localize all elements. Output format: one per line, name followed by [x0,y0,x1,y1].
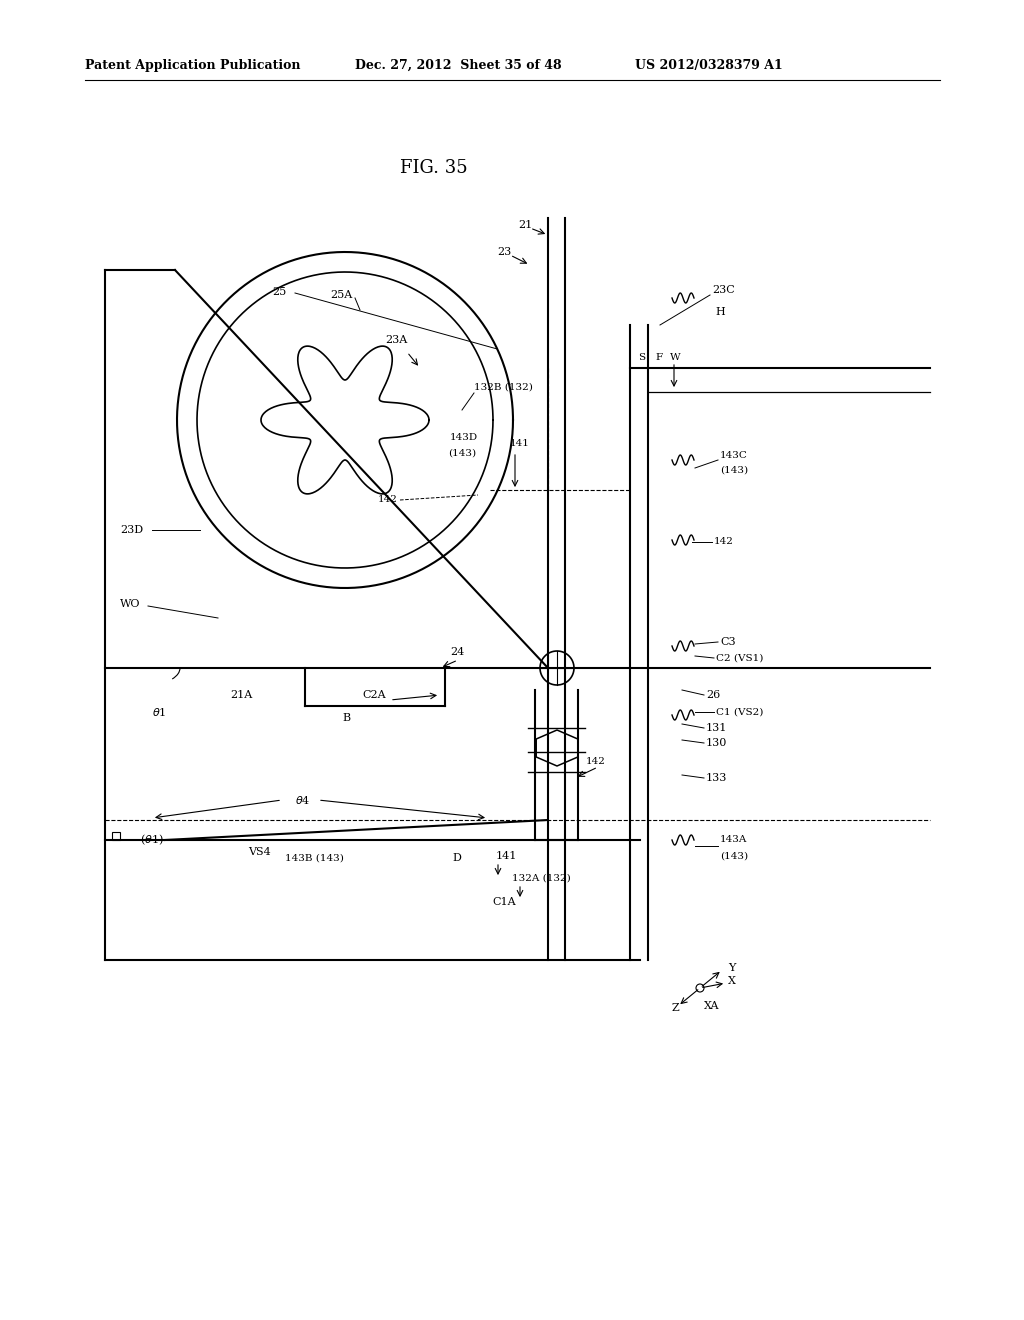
Text: C2 (VS1): C2 (VS1) [716,653,763,663]
Text: $\theta$4: $\theta$4 [295,795,310,807]
Text: 23D: 23D [120,525,143,535]
Text: $\theta$1: $\theta$1 [152,706,166,718]
Bar [112,832,120,840]
Text: 142: 142 [586,758,606,767]
Text: 23: 23 [497,247,511,257]
Text: X: X [728,975,736,986]
Text: 24: 24 [450,647,464,657]
Text: 130: 130 [706,738,727,748]
Text: Patent Application Publication: Patent Application Publication [85,58,300,71]
Text: (143): (143) [720,851,749,861]
Text: 23A: 23A [385,335,408,345]
Text: 141: 141 [496,851,517,861]
Text: B: B [342,713,350,723]
Text: 141: 141 [510,438,529,447]
Text: ($\theta$1): ($\theta$1) [140,833,164,847]
Text: 25A: 25A [330,290,352,300]
Text: C2A: C2A [362,690,386,700]
Text: 143C: 143C [720,451,748,461]
Text: C1A: C1A [492,898,516,907]
Text: C3: C3 [720,638,735,647]
Text: 21: 21 [518,220,532,230]
Text: 143B (143): 143B (143) [285,854,344,862]
Text: 25: 25 [272,286,287,297]
Text: W: W [670,354,681,363]
Text: 131: 131 [706,723,727,733]
Text: WO: WO [120,599,140,609]
Text: 143D: 143D [450,433,478,442]
Text: (143): (143) [720,466,749,474]
Text: 143A: 143A [720,836,748,845]
Text: US 2012/0328379 A1: US 2012/0328379 A1 [635,58,782,71]
Text: D: D [452,853,461,863]
Text: 133: 133 [706,774,727,783]
Text: F: F [655,354,663,363]
Text: FIG. 35: FIG. 35 [400,158,468,177]
Text: 142: 142 [714,537,734,546]
Text: 132B (132): 132B (132) [474,383,532,392]
Text: (143): (143) [449,449,476,458]
Text: 132A (132): 132A (132) [512,874,570,883]
Text: VS4: VS4 [248,847,270,857]
Text: H: H [715,308,725,317]
Text: Y: Y [728,964,735,973]
Text: Z: Z [672,1003,680,1012]
Text: XA: XA [705,1001,720,1011]
Text: 23C: 23C [712,285,735,294]
Text: 142: 142 [378,495,398,504]
Text: C1 (VS2): C1 (VS2) [716,708,763,717]
Text: 21A: 21A [230,690,252,700]
Text: 26: 26 [706,690,720,700]
Text: S: S [638,354,645,363]
Text: Dec. 27, 2012  Sheet 35 of 48: Dec. 27, 2012 Sheet 35 of 48 [355,58,561,71]
